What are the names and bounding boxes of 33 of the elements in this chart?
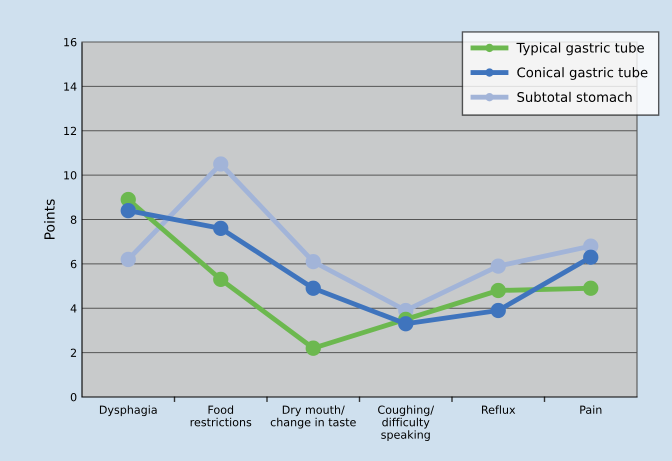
y-tick-label: 6: [70, 260, 76, 268]
point: [120, 202, 136, 218]
point: [583, 280, 598, 296]
point: [490, 302, 506, 318]
y-axis-title: Points: [44, 199, 55, 239]
legend-label: Subtotal stomach: [517, 92, 632, 102]
point: [398, 316, 414, 332]
x-tick-label: Reflux: [482, 405, 516, 414]
point: [120, 252, 136, 268]
point: [213, 156, 228, 172]
x-tick-label: Pain: [580, 405, 602, 414]
y-tick-label: 0: [70, 392, 76, 402]
point: [306, 254, 321, 270]
point: [583, 250, 598, 265]
y-tick-label: 4: [70, 304, 77, 312]
y-tick-label: 14: [64, 82, 77, 91]
y-tick-label: 2: [70, 348, 76, 357]
point: [213, 220, 228, 236]
legend-label: Typical gastric tube: [516, 42, 644, 56]
point: [490, 258, 506, 274]
y-tick-label: 16: [64, 38, 76, 46]
y-tick-label: 12: [64, 126, 76, 135]
legend-label: Conical gastric tube: [517, 67, 648, 80]
x-tick-label: Coughing/ difficulty speaking: [378, 405, 434, 441]
point: [306, 340, 321, 356]
x-tick-label: Dysphagia: [100, 405, 157, 416]
y-tick-label: 8: [70, 215, 76, 224]
point: [490, 282, 506, 298]
x-tick-label: Food restrictions: [190, 405, 252, 426]
x-tick-label: Dry mouth/ change in taste: [270, 405, 356, 429]
point: [306, 280, 321, 296]
point: [213, 272, 228, 288]
y-tick-label: 10: [64, 171, 76, 180]
